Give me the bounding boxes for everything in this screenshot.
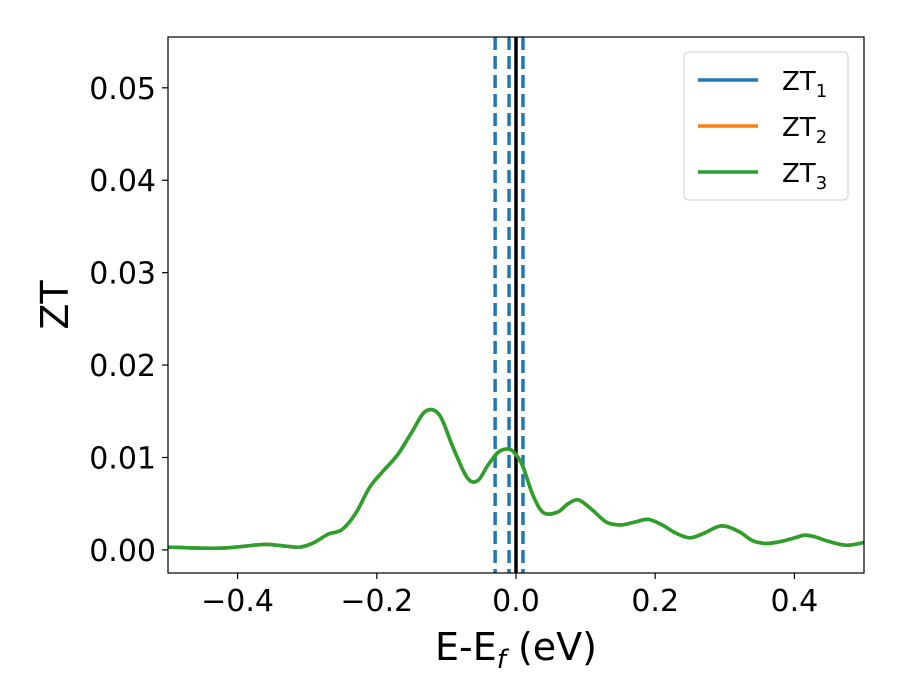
- reference-lines: [493, 37, 525, 573]
- x-axis-label-unit: (eV): [506, 625, 597, 669]
- legend-box: [683, 51, 849, 201]
- series-line-zt3: [167, 407, 865, 550]
- y-axis-label: ZT: [33, 280, 77, 330]
- y-tick-label: 0.02: [89, 349, 156, 384]
- y-axis-ticks: 0.00 0.01 0.02 0.03 0.04 0.05: [89, 72, 168, 569]
- y-tick-label: 0.00: [89, 534, 156, 569]
- y-tick-label: 0.05: [89, 72, 156, 107]
- series-lines: [167, 407, 865, 550]
- x-tick-label: −0.4: [201, 584, 274, 619]
- x-tick-label: 0.0: [492, 584, 540, 619]
- x-axis-label-main: E-E: [435, 625, 497, 669]
- y-tick-label: 0.04: [89, 164, 156, 199]
- legend-label-zt2: ZT2: [782, 113, 827, 148]
- x-tick-label: 0.4: [771, 584, 819, 619]
- legend-label-zt3: ZT3: [782, 159, 827, 194]
- legend: ZT1 ZT2 ZT3: [683, 51, 849, 201]
- x-tick-label: −0.2: [340, 584, 413, 619]
- x-tick-label: 0.2: [631, 584, 679, 619]
- y-tick-label: 0.03: [89, 257, 156, 292]
- x-axis-ticks: −0.4 −0.2 0.0 0.2 0.4: [201, 573, 818, 619]
- x-axis-label: E-Ef (eV): [435, 625, 597, 675]
- y-tick-label: 0.01: [89, 441, 156, 476]
- legend-label-zt1: ZT1: [782, 67, 827, 102]
